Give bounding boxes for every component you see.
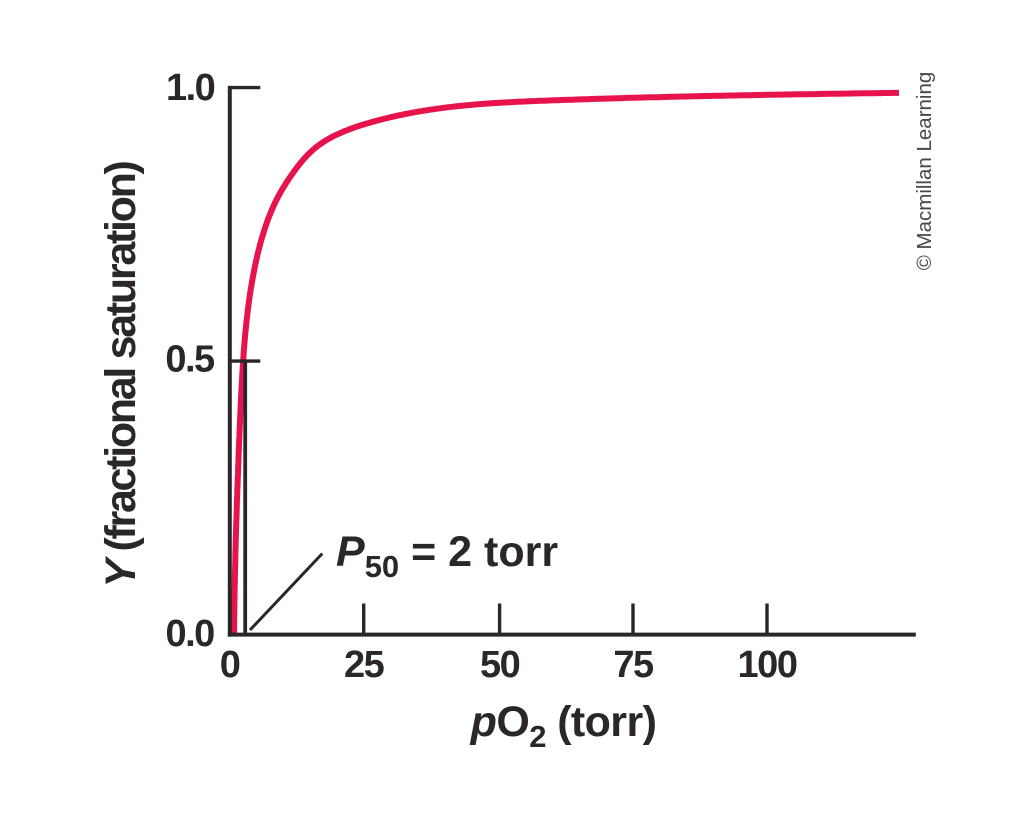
svg-text:P50 = 2 torr: P50 = 2 torr <box>336 528 558 584</box>
svg-text:75: 75 <box>613 644 654 686</box>
svg-text:50: 50 <box>480 644 520 686</box>
svg-text:0.5: 0.5 <box>165 339 215 381</box>
svg-text:1.0: 1.0 <box>166 67 215 109</box>
svg-text:Y (fractional saturation): Y (fractional saturation) <box>97 161 145 587</box>
svg-text:pO2 (torr): pO2 (torr) <box>470 698 657 754</box>
svg-text:25: 25 <box>344 644 385 686</box>
svg-text:0: 0 <box>220 644 241 686</box>
svg-text:0.0: 0.0 <box>165 613 214 655</box>
svg-text:100: 100 <box>738 644 797 686</box>
svg-text:© Macmillan Learning: © Macmillan Learning <box>913 72 936 271</box>
